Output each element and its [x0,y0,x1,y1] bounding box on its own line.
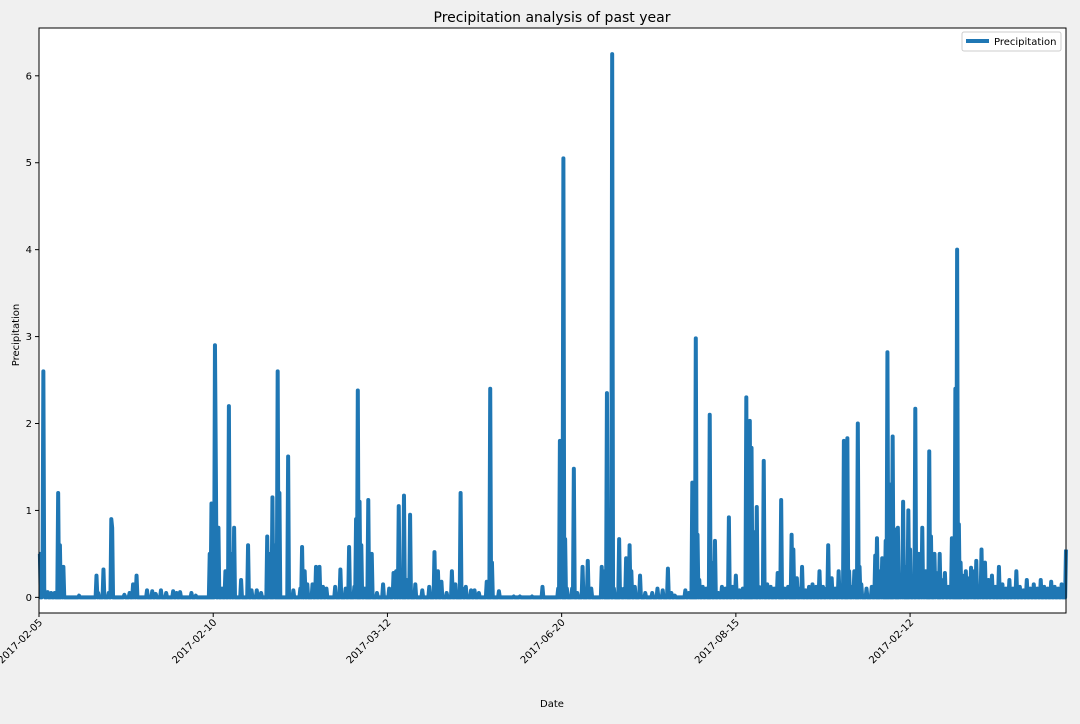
y-tick-label: 4 [26,245,32,256]
x-tick-label: 2017-02-12 [867,617,916,666]
x-tick-label: 2017-02-10 [170,617,219,666]
x-axis-label: Date [540,699,564,710]
y-tick-label: 6 [26,71,32,82]
x-tick-label: 2017-02-05 [0,617,45,666]
y-tick-label: 3 [26,332,32,343]
y-tick-label: 1 [26,506,32,517]
legend: Precipitation [961,31,1062,52]
y-tick-label: 5 [26,158,32,169]
series-layer [37,52,1068,600]
y-tick-label: 2 [26,419,32,430]
x-tick-label: 2017-06-20 [519,617,568,666]
chart-title: Precipitation analysis of past year [434,10,671,26]
legend-box [961,31,1062,52]
series-line-precipitation [37,52,1068,600]
plot-frame [38,27,1067,614]
y-axis-label: Precipitation [11,304,22,367]
legend-label: Precipitation [994,37,1057,48]
plot-area [39,28,1066,613]
y-tick-label: 0 [26,593,32,604]
x-tick-label: 2017-03-12 [345,617,394,666]
x-tick-label: 2017-08-15 [693,617,742,666]
